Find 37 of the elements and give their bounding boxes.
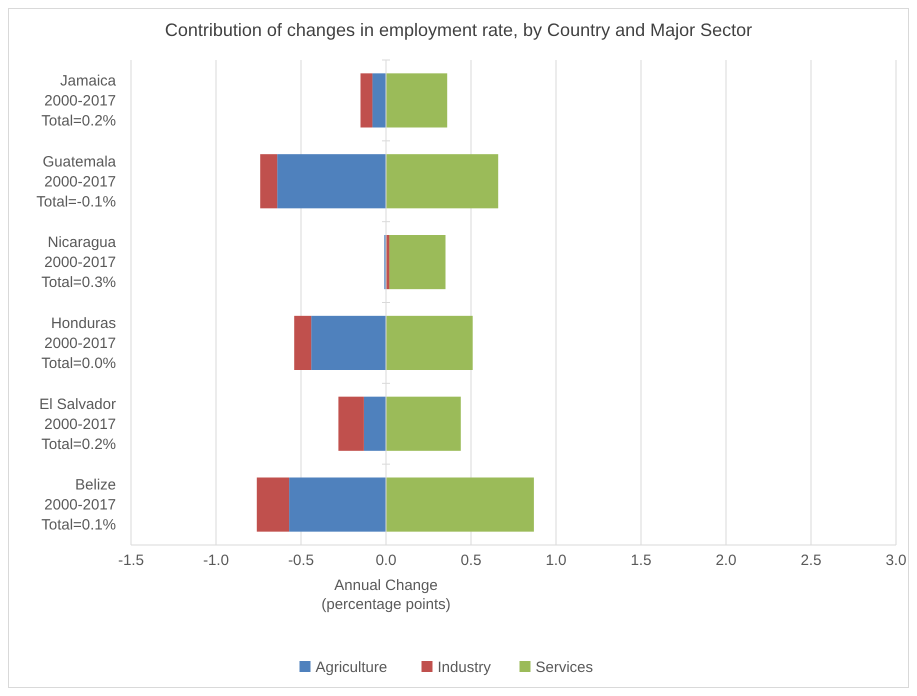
- bar: [338, 396, 364, 451]
- y-tick-label: Belize 2000-2017 Total=0.1%: [41, 476, 116, 534]
- x-tick-label: -0.5: [288, 552, 314, 569]
- y-tick-label: Jamaica 2000-2017 Total=0.2%: [41, 72, 117, 130]
- bar: [386, 316, 473, 370]
- y-tick-label: Honduras 2000-2017 Total=0.0%: [41, 314, 116, 372]
- x-tick-label: 1.5: [630, 552, 652, 569]
- x-tick-label: 3.0: [886, 552, 906, 569]
- bar: [364, 396, 386, 451]
- chart-title: Contribution of changes in employment rate, by Country and Major Sector: [164, 20, 752, 40]
- bar: [386, 478, 534, 532]
- bar: [289, 478, 386, 532]
- x-tick-label: 0.5: [460, 552, 482, 569]
- bar: [386, 396, 461, 451]
- x-axis-title: Annual Change (percentage points): [321, 577, 451, 613]
- bar: [386, 73, 448, 128]
- y-tick-label: Guatemala 2000-2017 Total=-0.1%: [36, 153, 117, 210]
- bar: [260, 154, 278, 208]
- bar: [372, 73, 386, 128]
- x-tick-label: 1.0: [546, 552, 566, 569]
- bar: [360, 73, 372, 128]
- bar: [294, 316, 312, 370]
- bar: [389, 235, 446, 290]
- legend-label: Industry: [438, 659, 492, 676]
- x-tick-label: -1.0: [203, 552, 229, 569]
- legend-label: Agriculture: [316, 659, 388, 676]
- y-tick-label: Nicaragua 2000-2017 Total=0.3%: [41, 234, 117, 292]
- bar: [277, 154, 386, 208]
- x-tick-label: 2.0: [716, 552, 736, 569]
- y-tick-label: El Salvador 2000-2017 Total=0.2%: [39, 396, 116, 453]
- x-tick-label: 0.0: [376, 552, 396, 569]
- bar: [386, 154, 498, 208]
- x-tick-label: -1.5: [118, 552, 144, 569]
- x-tick-label: 2.5: [800, 552, 822, 569]
- bar: [256, 478, 290, 532]
- legend-label: Services: [536, 659, 594, 676]
- bar: [311, 316, 386, 370]
